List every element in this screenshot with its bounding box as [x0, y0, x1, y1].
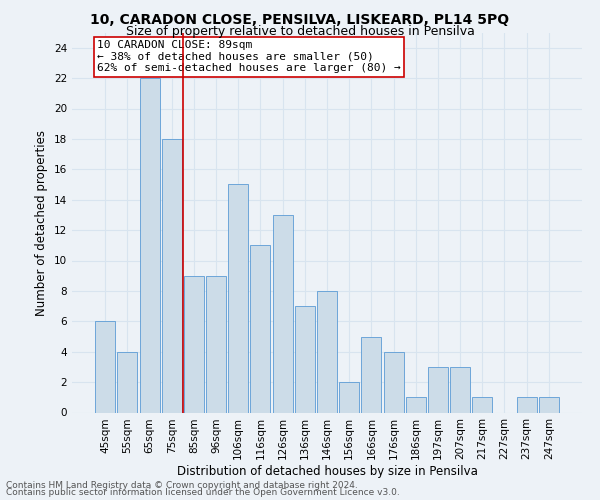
Bar: [339, 382, 359, 412]
Bar: [406, 398, 426, 412]
Y-axis label: Number of detached properties: Number of detached properties: [35, 130, 49, 316]
Bar: [272, 215, 293, 412]
Bar: [140, 78, 160, 412]
Bar: [428, 367, 448, 412]
Bar: [228, 184, 248, 412]
Bar: [162, 139, 182, 412]
Bar: [539, 398, 559, 412]
Bar: [206, 276, 226, 412]
Bar: [383, 352, 404, 412]
Bar: [295, 306, 315, 412]
Text: 10 CARADON CLOSE: 89sqm
← 38% of detached houses are smaller (50)
62% of semi-de: 10 CARADON CLOSE: 89sqm ← 38% of detache…: [97, 40, 401, 74]
Text: Contains HM Land Registry data © Crown copyright and database right 2024.: Contains HM Land Registry data © Crown c…: [6, 480, 358, 490]
Text: Size of property relative to detached houses in Pensilva: Size of property relative to detached ho…: [125, 25, 475, 38]
Bar: [361, 336, 382, 412]
Bar: [450, 367, 470, 412]
Bar: [472, 398, 492, 412]
Bar: [517, 398, 536, 412]
Bar: [317, 291, 337, 412]
Bar: [250, 246, 271, 412]
Text: 10, CARADON CLOSE, PENSILVA, LISKEARD, PL14 5PQ: 10, CARADON CLOSE, PENSILVA, LISKEARD, P…: [91, 12, 509, 26]
X-axis label: Distribution of detached houses by size in Pensilva: Distribution of detached houses by size …: [176, 465, 478, 478]
Bar: [118, 352, 137, 412]
Text: Contains public sector information licensed under the Open Government Licence v3: Contains public sector information licen…: [6, 488, 400, 497]
Bar: [184, 276, 204, 412]
Bar: [95, 322, 115, 412]
